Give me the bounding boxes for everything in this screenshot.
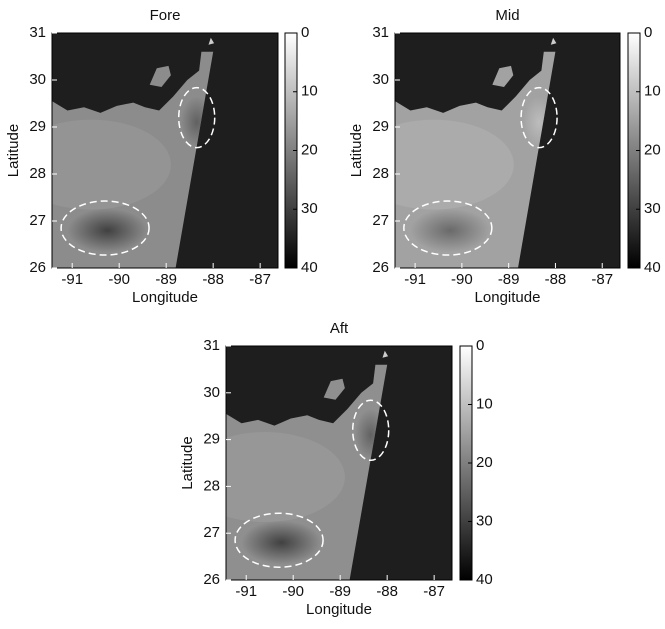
- x-tick-label: -91: [235, 583, 257, 600]
- y-tick-label: 30: [372, 71, 389, 88]
- x-tick-label: -90: [451, 271, 473, 288]
- x-tick-label: -87: [591, 271, 613, 288]
- colorbar-tick-label: 30: [644, 200, 661, 217]
- colorbar-tick-label: 20: [301, 141, 318, 158]
- y-tick-label: 28: [29, 165, 46, 182]
- y-tick-label: 27: [372, 212, 389, 229]
- x-tick-label: -88: [376, 583, 398, 600]
- y-tick-label: 29: [203, 431, 220, 448]
- y-tick-label: 28: [372, 165, 389, 182]
- annotation-ellipse: [403, 200, 493, 256]
- colorbar-tick-label: 40: [476, 571, 493, 588]
- chart-title: Fore: [150, 7, 181, 24]
- colorbar-tick-label: 0: [301, 24, 309, 41]
- image-island: [323, 378, 345, 400]
- x-axis-label: Longitude: [475, 289, 541, 306]
- panel: -91 -90 -89 -88 -87 26 27 28 29 30 31 Aft Longitude L…: [179, 320, 493, 618]
- image-island: [149, 65, 171, 87]
- dark-spot: [410, 208, 491, 253]
- y-tick-label: 27: [29, 212, 46, 229]
- y-tick-label: 29: [29, 118, 46, 135]
- chart-title: Mid: [495, 7, 519, 24]
- image-island: [382, 350, 389, 358]
- annotation-ellipse: [177, 86, 216, 149]
- x-tick-label: -88: [202, 271, 224, 288]
- x-tick-label: -87: [249, 271, 271, 288]
- y-tick-label: 26: [203, 571, 220, 588]
- axes-frame: [225, 345, 453, 581]
- colorbar-tick-label: 20: [644, 141, 661, 158]
- annotation-ellipse: [60, 200, 150, 256]
- x-tick-label: -91: [404, 271, 426, 288]
- bright-area: [52, 119, 171, 210]
- x-tick-label: -90: [282, 583, 304, 600]
- x-tick-label: -91: [61, 271, 83, 288]
- x-axis-label: Longitude: [132, 289, 198, 306]
- dark-spot: [241, 520, 322, 565]
- y-axis-label: Latitude: [5, 124, 22, 177]
- colorbar-tick-label: 20: [476, 454, 493, 471]
- y-tick-label: 29: [372, 118, 389, 135]
- y-tick-label: 31: [372, 24, 389, 41]
- y-axis-label: Latitude: [348, 124, 365, 177]
- x-tick-label: -88: [545, 271, 567, 288]
- y-tick-label: 26: [372, 259, 389, 276]
- y-axis-label: Latitude: [179, 436, 196, 489]
- annotation-ellipse: [520, 86, 558, 149]
- annotation-ellipse: [234, 512, 324, 568]
- panel: -91 -90 -89 -88 -87 26 27 28 29 30 31 Fore Longitude…: [5, 7, 318, 306]
- x-axis-label: Longitude: [306, 601, 372, 618]
- colorbar-tick-label: 0: [476, 337, 484, 354]
- x-tick-label: -89: [329, 583, 351, 600]
- chart-title: Aft: [330, 320, 349, 337]
- y-tick-label: 30: [203, 384, 220, 401]
- y-tick-label: 27: [203, 524, 220, 541]
- y-tick-label: 30: [29, 71, 46, 88]
- image-island: [208, 37, 215, 45]
- y-tick-label: 28: [203, 477, 220, 494]
- annotation-ellipse: [351, 399, 390, 461]
- colorbar-tick-label: 30: [476, 512, 493, 529]
- x-tick-label: -89: [498, 271, 520, 288]
- panel: -91 -90 -89 -88 -87 26 27 28 29 30 31 Mid Longitude L…: [348, 7, 661, 306]
- colorbar-tick-label: 10: [644, 83, 661, 100]
- x-tick-label: -89: [155, 271, 177, 288]
- bright-area: [226, 432, 345, 523]
- colorbar-tick-label: 10: [301, 83, 318, 100]
- image-island: [550, 37, 557, 45]
- axes-frame: [394, 32, 621, 269]
- y-tick-label: 26: [29, 259, 46, 276]
- dark-spot: [67, 208, 148, 253]
- x-tick-label: -87: [423, 583, 445, 600]
- image-island: [492, 65, 514, 87]
- colorbar-tick-label: 0: [644, 24, 652, 41]
- axes-frame: [51, 32, 279, 269]
- colorbar-tick-label: 40: [644, 259, 661, 276]
- colorbar-tick-label: 40: [301, 259, 318, 276]
- bright-area: [395, 119, 514, 210]
- y-tick-label: 31: [29, 24, 46, 41]
- x-tick-label: -90: [108, 271, 130, 288]
- y-tick-label: 31: [203, 337, 220, 354]
- colorbar-tick-label: 30: [301, 200, 318, 217]
- colorbar-tick-label: 10: [476, 395, 493, 412]
